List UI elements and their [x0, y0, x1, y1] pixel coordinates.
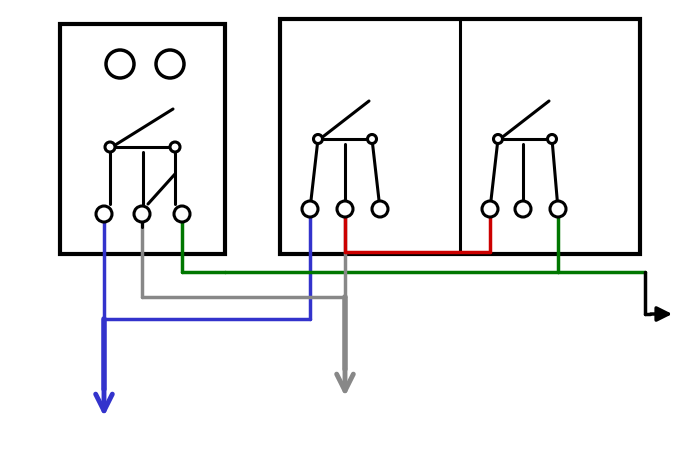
Circle shape — [494, 135, 503, 144]
Circle shape — [337, 202, 353, 217]
Circle shape — [96, 207, 112, 222]
Circle shape — [314, 135, 323, 144]
Circle shape — [134, 207, 150, 222]
Circle shape — [547, 135, 556, 144]
Circle shape — [372, 202, 388, 217]
Circle shape — [482, 202, 498, 217]
Circle shape — [368, 135, 377, 144]
Circle shape — [170, 143, 180, 153]
Circle shape — [550, 202, 566, 217]
Circle shape — [302, 202, 318, 217]
Bar — [280, 20, 640, 254]
Circle shape — [515, 202, 531, 217]
Circle shape — [106, 51, 134, 79]
Bar — [60, 25, 225, 254]
Circle shape — [156, 51, 184, 79]
Circle shape — [174, 207, 190, 222]
Circle shape — [105, 143, 115, 153]
